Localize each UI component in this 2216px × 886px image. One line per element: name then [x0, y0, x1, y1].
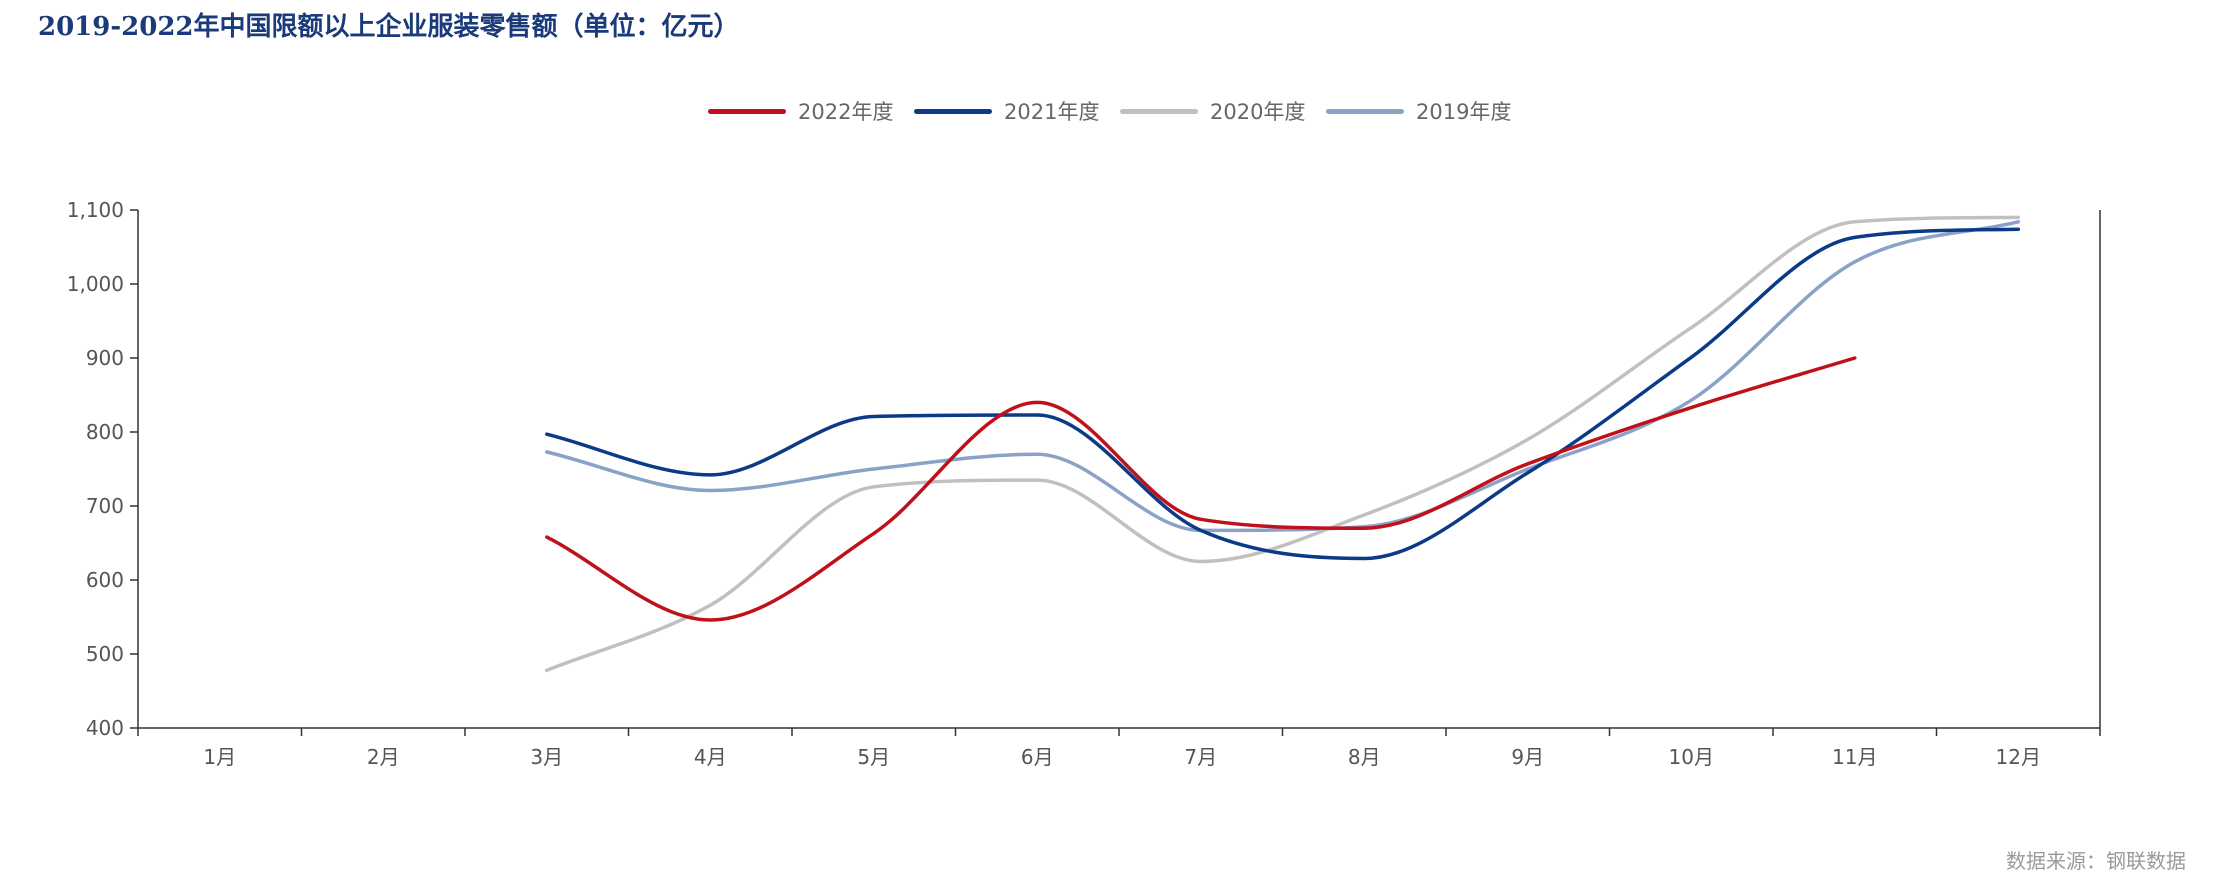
y-tick-label: 400: [86, 716, 124, 740]
legend: 2022年度 2021年度 2020年度 2019年度: [0, 96, 2216, 126]
x-tick-label: 7月: [1184, 745, 1217, 769]
y-tick-label: 700: [86, 494, 124, 518]
x-tick-label: 12月: [1996, 745, 2041, 769]
y-tick-label: 900: [86, 346, 124, 370]
legend-label-2021: 2021年度: [1004, 100, 1100, 124]
legend-item-2019[interactable]: 2019年度: [1326, 96, 1511, 126]
legend-swatch-2020: [1120, 108, 1198, 114]
series-line-2022: [545, 356, 1857, 622]
x-tick-label: 4月: [694, 745, 727, 769]
x-tick-label: 5月: [857, 745, 890, 769]
legend-label-2019: 2019年度: [1416, 100, 1512, 124]
x-tick-label: 11月: [1832, 745, 1877, 769]
y-tick-label: 600: [86, 568, 124, 592]
x-tick-label: 6月: [1021, 745, 1054, 769]
data-source: 数据来源：钢联数据: [2006, 849, 2186, 873]
legend-swatch-2019: [1326, 108, 1404, 114]
chart-title: 2019-2022年中国限额以上企业服装零售额（单位：亿元）: [38, 12, 740, 42]
y-tick-label: 1,000: [67, 272, 124, 296]
y-tick-label: 800: [86, 420, 124, 444]
series-line-2020: [545, 215, 2021, 673]
legend-label-2020: 2020年度: [1210, 100, 1306, 124]
legend-swatch-2022: [708, 108, 786, 114]
y-tick-label: 1,100: [67, 198, 124, 222]
legend-swatch-2021: [914, 108, 992, 114]
x-tick-label: 2月: [367, 745, 400, 769]
axes: 400 500 600 700 800 900 1,000 1,100 1月 2月 3月 4月 5月 6月…: [67, 198, 2101, 769]
series-layer: [545, 215, 2021, 673]
series-line-2019: [545, 220, 2021, 533]
legend-item-2022[interactable]: 2022年度: [708, 96, 893, 126]
x-tick-label: 3月: [530, 745, 563, 769]
x-tick-label: 9月: [1511, 745, 1544, 769]
x-tick-label: 10月: [1669, 745, 1714, 769]
legend-label-2022: 2022年度: [798, 100, 894, 124]
legend-item-2021[interactable]: 2021年度: [914, 96, 1099, 126]
x-tick-label: 1月: [203, 745, 236, 769]
y-tick-label: 500: [86, 642, 124, 666]
series-line-2021: [545, 227, 2021, 561]
x-tick-label: 8月: [1348, 745, 1381, 769]
legend-item-2020[interactable]: 2020年度: [1120, 96, 1305, 126]
